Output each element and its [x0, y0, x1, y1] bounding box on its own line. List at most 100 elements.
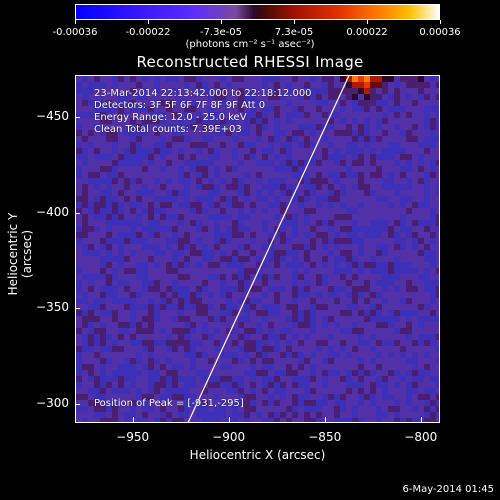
image-pixel — [304, 316, 311, 323]
image-pixel — [358, 292, 365, 299]
image-pixel — [358, 376, 365, 383]
image-pixel — [424, 142, 431, 149]
image-pixel — [148, 202, 155, 209]
image-pixel — [124, 184, 131, 191]
image-pixel — [400, 292, 407, 299]
image-pixel — [112, 376, 119, 383]
image-pixel — [178, 160, 185, 167]
image-pixel — [208, 112, 215, 119]
image-pixel — [130, 82, 137, 89]
image-pixel — [334, 106, 341, 113]
image-pixel — [250, 136, 257, 143]
image-pixel — [154, 196, 161, 203]
image-pixel — [352, 268, 359, 275]
image-pixel — [298, 346, 305, 353]
image-pixel — [196, 106, 203, 113]
image-pixel — [310, 358, 317, 365]
image-pixel — [274, 340, 281, 347]
image-pixel — [106, 220, 113, 227]
image-pixel — [160, 286, 167, 293]
image-pixel — [262, 256, 269, 263]
image-pixel — [202, 400, 209, 407]
image-pixel — [268, 310, 275, 317]
image-pixel — [214, 298, 221, 305]
image-pixel — [250, 340, 257, 347]
image-pixel — [232, 322, 239, 329]
image-pixel — [172, 340, 179, 347]
image-pixel — [88, 244, 95, 251]
image-pixel — [370, 304, 377, 311]
image-pixel — [322, 220, 329, 227]
image-pixel — [136, 166, 143, 173]
image-pixel — [118, 190, 125, 197]
image-pixel — [106, 376, 113, 383]
image-pixel — [142, 226, 149, 233]
image-pixel — [226, 286, 233, 293]
image-pixel — [370, 160, 377, 167]
image-pixel — [208, 124, 215, 131]
image-pixel — [148, 364, 155, 371]
image-pixel — [148, 232, 155, 239]
image-pixel — [382, 418, 389, 422]
image-pixel — [214, 250, 221, 257]
image-pixel — [436, 160, 439, 167]
image-pixel — [238, 256, 245, 263]
image-pixel — [418, 310, 425, 317]
image-pixel — [220, 394, 227, 401]
image-pixel — [214, 178, 221, 185]
image-pixel — [88, 304, 95, 311]
image-pixel — [238, 352, 245, 359]
image-pixel — [370, 406, 377, 413]
image-pixel — [124, 100, 131, 107]
image-pixel — [382, 184, 389, 191]
image-pixel — [214, 340, 221, 347]
image-pixel — [88, 388, 95, 395]
image-pixel — [136, 100, 143, 107]
image-pixel — [130, 346, 137, 353]
image-pixel — [244, 238, 251, 245]
image-pixel — [220, 202, 227, 209]
image-pixel — [310, 400, 317, 407]
colorbar-tick-mark — [293, 20, 295, 24]
image-pixel — [178, 394, 185, 401]
colorbar-tick-mark — [74, 20, 76, 24]
image-pixel — [196, 334, 203, 341]
image-pixel — [142, 262, 149, 269]
image-pixel — [250, 106, 257, 113]
image-pixel — [376, 376, 383, 383]
image-pixel — [232, 388, 239, 395]
image-pixel — [304, 106, 311, 113]
image-pixel — [340, 178, 347, 185]
image-pixel — [124, 160, 131, 167]
image-pixel — [274, 118, 281, 125]
image-pixel — [352, 316, 359, 323]
image-pixel — [256, 214, 263, 221]
image-pixel — [82, 310, 89, 317]
image-pixel — [400, 178, 407, 185]
image-pixel — [94, 292, 101, 299]
image-pixel — [268, 208, 275, 215]
image-pixel — [280, 274, 287, 281]
image-pixel — [256, 76, 263, 83]
image-pixel — [388, 286, 395, 293]
image-pixel — [148, 280, 155, 287]
image-pixel — [88, 280, 95, 287]
image-pixel — [418, 358, 425, 365]
image-pixel — [136, 298, 143, 305]
image-pixel — [124, 214, 131, 221]
image-pixel — [286, 172, 293, 179]
image-pixel — [220, 172, 227, 179]
image-pixel — [130, 94, 137, 101]
image-pixel — [214, 268, 221, 275]
image-pixel — [250, 304, 257, 311]
image-pixel — [226, 412, 233, 419]
image-pixel — [352, 346, 359, 353]
image-pixel — [118, 154, 125, 161]
image-pixel — [148, 262, 155, 269]
image-pixel — [286, 406, 293, 413]
image-pixel — [256, 334, 263, 341]
image-pixel — [214, 136, 221, 143]
image-pixel — [292, 94, 299, 101]
image-pixel — [196, 310, 203, 317]
image-pixel — [328, 238, 335, 245]
